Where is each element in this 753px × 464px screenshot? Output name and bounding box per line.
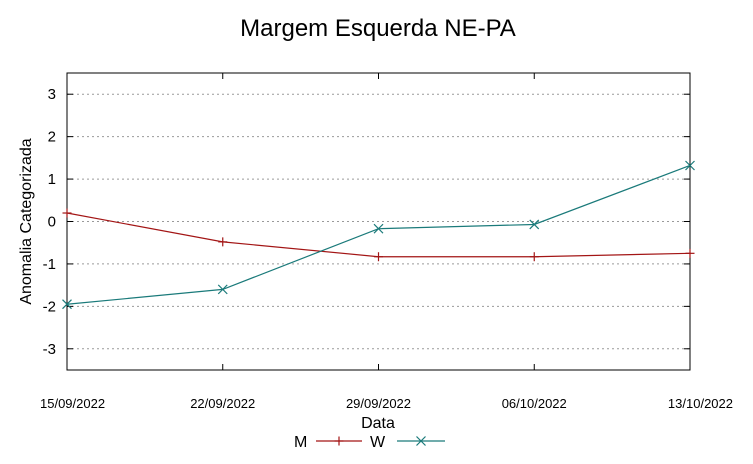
data-point-m (374, 252, 383, 262)
chart-title: Margem Esquerda NE-PA (240, 15, 516, 42)
data-point-m (685, 248, 695, 258)
axis-ticks: -3 -2 -1 0 1 2 3 15/09/2022 22/09/2022 29/09/2022… (40, 73, 733, 411)
x-tick-label: 13/10/2022 (668, 396, 733, 411)
x-axis-label: Data (361, 415, 395, 432)
y-tick-label: -3 (43, 341, 56, 358)
series-line-m (66, 212, 691, 258)
legend-label-w: W (370, 434, 386, 451)
y-tick-label: 2 (48, 129, 56, 146)
series-line-w (66, 164, 691, 305)
y-tick-label: 3 (48, 86, 56, 103)
x-tick-label: 15/09/2022 (40, 396, 105, 411)
series-m (62, 208, 695, 262)
data-point-w (373, 223, 384, 234)
data-point-m (529, 252, 539, 262)
x-tick-label: 22/09/2022 (190, 396, 255, 411)
legend-label-m: M (294, 434, 307, 451)
y-tick-label: 0 (48, 214, 56, 231)
data-series (62, 160, 695, 310)
x-tick-label: 06/10/2022 (502, 396, 567, 411)
y-tick-label: -1 (43, 256, 56, 273)
data-point-m (62, 208, 72, 218)
gridlines (67, 93, 690, 350)
x-tick-label: 29/09/2022 (346, 396, 411, 411)
y-axis-label: Anomalia Categorizada (18, 138, 35, 304)
series-w (62, 160, 695, 310)
data-point-m (218, 237, 228, 247)
legend-marker-m (334, 436, 344, 446)
data-point-w (217, 284, 228, 295)
data-point-w (685, 160, 695, 171)
y-tick-label: -2 (43, 298, 56, 315)
data-point-w (62, 299, 72, 310)
y-tick-label: 1 (48, 171, 56, 188)
legend-marker-w (416, 436, 426, 446)
data-point-w (529, 219, 540, 230)
